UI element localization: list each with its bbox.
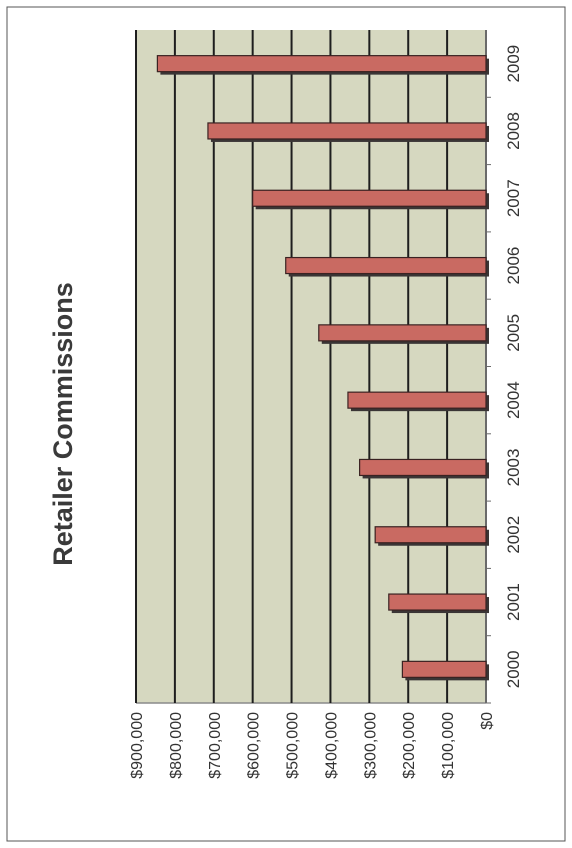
- year-tick-label: 2000: [504, 650, 523, 688]
- bars: [156, 55, 489, 681]
- bar-2000: [401, 660, 487, 678]
- bar-2005: [318, 324, 487, 342]
- year-tick-label: 2002: [504, 516, 523, 554]
- year-tick-label: 2008: [504, 112, 523, 150]
- value-tick-label: $600,000: [246, 712, 263, 779]
- year-tick-label: 2009: [504, 45, 523, 83]
- bar-2008: [207, 122, 487, 140]
- bar-2006: [285, 256, 487, 275]
- year-tick-label: 2003: [504, 449, 523, 487]
- year-tick-label: 2004: [504, 381, 523, 419]
- value-tick-label: $500,000: [285, 712, 302, 779]
- bar-2009: [156, 55, 487, 73]
- value-tick-label: $800,000: [168, 712, 185, 779]
- year-tick-label: 2007: [504, 179, 523, 217]
- bar-2007: [252, 189, 487, 207]
- value-tick-label: $100,000: [440, 712, 457, 779]
- year-tick-label: 2005: [504, 314, 523, 352]
- bar-2001: [388, 593, 487, 611]
- bar-2004: [347, 391, 487, 409]
- bar-2002: [374, 526, 487, 544]
- value-tick-label: $400,000: [323, 712, 340, 779]
- year-tick-label: 2006: [504, 247, 523, 285]
- value-tick-label: $700,000: [207, 712, 224, 779]
- value-tick-label: $0: [479, 712, 496, 730]
- value-tick-label: $300,000: [362, 712, 379, 779]
- plot-area: [136, 30, 491, 704]
- gridlines: [135, 30, 449, 703]
- year-tick-label: 2001: [504, 583, 523, 621]
- bar-2003: [359, 458, 487, 477]
- value-tick-labels: $0 $100,000 $200,000 $300,000 $400,000 $500,0…: [129, 712, 496, 779]
- year-tick-labels: 2000 2001 2002 2003 2004 2005 2006 2007 2008 2009: [504, 45, 523, 689]
- chart-title: Retailer Commissions: [48, 282, 78, 566]
- page-frame: [6, 6, 566, 842]
- plot-background: [136, 30, 486, 703]
- value-tick-label: $900,000: [129, 712, 146, 779]
- value-tick-label: $200,000: [401, 712, 418, 779]
